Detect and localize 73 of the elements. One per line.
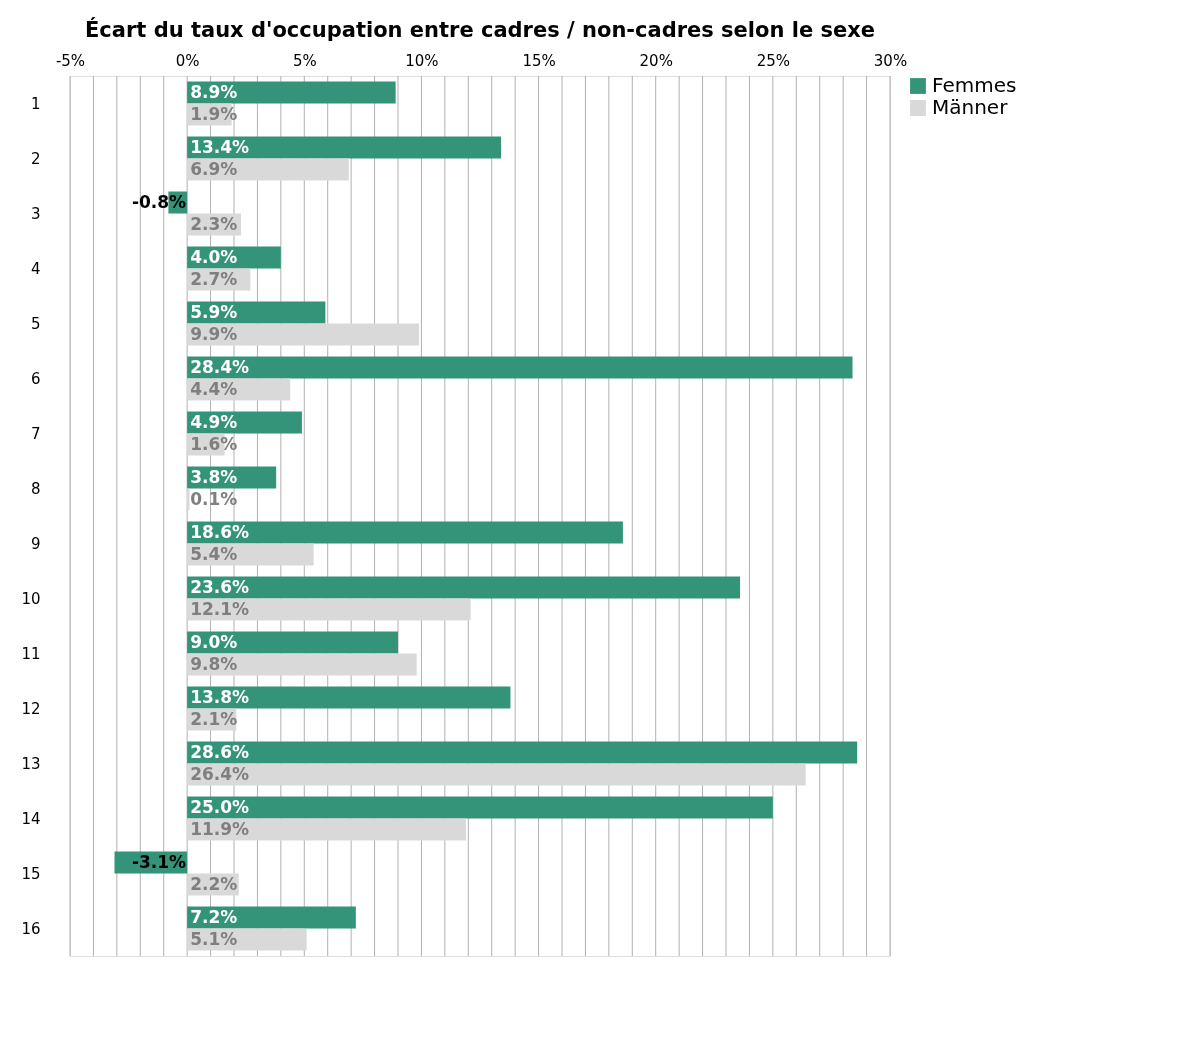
- data-label: 4.9%: [190, 411, 238, 432]
- data-label: 26.4%: [190, 763, 250, 784]
- data-label: 13.4%: [190, 136, 250, 157]
- data-label: 9.9%: [190, 323, 238, 344]
- data-label: 25.0%: [190, 796, 250, 817]
- data-label: 28.6%: [190, 741, 250, 762]
- data-label: 8.9%: [190, 81, 238, 102]
- bar: [187, 356, 853, 379]
- bar: [187, 631, 398, 654]
- data-label: -3.1%: [131, 851, 187, 872]
- data-label: 5.9%: [190, 301, 238, 322]
- x-tick-label: 0%: [175, 51, 200, 70]
- data-label: 6.9%: [190, 158, 238, 179]
- x-tick-label: 15%: [522, 51, 556, 70]
- y-tick-label: 9: [30, 534, 41, 553]
- y-tick-label: 12: [21, 699, 41, 718]
- y-tick-label: 5: [30, 314, 41, 333]
- y-tick-label: 3: [30, 204, 41, 223]
- bar: [187, 136, 502, 159]
- data-label: 28.4%: [190, 356, 250, 377]
- bar: [187, 818, 466, 841]
- x-tick-label: 10%: [405, 51, 439, 70]
- data-label: 1.6%: [190, 433, 238, 454]
- bar: [187, 598, 471, 621]
- data-label: 9.0%: [190, 631, 238, 652]
- bar: [187, 906, 356, 929]
- legend-label: Männer: [932, 95, 1009, 119]
- data-label: 13.8%: [190, 686, 250, 707]
- data-label: 4.4%: [190, 378, 238, 399]
- bar: [187, 796, 773, 819]
- data-label: 2.1%: [190, 708, 238, 729]
- bar: [187, 653, 417, 676]
- bar: [187, 576, 741, 599]
- data-label: 11.9%: [190, 818, 250, 839]
- x-tick-label: 20%: [639, 51, 673, 70]
- data-label: 2.2%: [190, 873, 238, 894]
- data-label: 9.8%: [190, 653, 238, 674]
- data-label: 5.1%: [190, 928, 238, 949]
- data-label: 18.6%: [190, 521, 250, 542]
- bar: [187, 763, 806, 786]
- y-tick-label: 6: [30, 369, 41, 388]
- data-label: 1.9%: [190, 103, 238, 124]
- y-tick-label: 11: [21, 644, 41, 663]
- data-label: 2.3%: [190, 213, 238, 234]
- x-tick-label: 5%: [292, 51, 317, 70]
- y-tick-label: 7: [30, 424, 41, 443]
- bar: [187, 158, 349, 181]
- y-tick-label: 16: [21, 919, 41, 938]
- bar: [187, 323, 420, 346]
- x-tick-label: 25%: [756, 51, 791, 70]
- bar: [187, 741, 858, 764]
- data-label: 12.1%: [190, 598, 250, 619]
- data-label: 2.7%: [190, 268, 238, 289]
- data-label: 5.4%: [190, 543, 238, 564]
- y-tick-label: 14: [21, 809, 41, 828]
- bar: [187, 81, 396, 104]
- y-tick-label: 15: [21, 864, 41, 883]
- data-label: 3.8%: [190, 466, 238, 487]
- y-tick-label: 4: [30, 259, 41, 278]
- data-label: 7.2%: [190, 906, 238, 927]
- y-tick-label: 2: [30, 149, 41, 168]
- y-tick-label: 8: [30, 479, 41, 498]
- data-label: 4.0%: [190, 246, 238, 267]
- y-tick-label: 13: [21, 754, 41, 773]
- data-label: 23.6%: [190, 576, 250, 597]
- bar: [187, 521, 623, 544]
- y-tick-label: 10: [21, 589, 41, 608]
- legend-label: Femmes: [932, 73, 1017, 97]
- y-tick-label: 1: [30, 94, 41, 113]
- bar: [187, 686, 511, 709]
- x-tick-label: -5%: [55, 51, 86, 70]
- x-tick-label: 30%: [873, 51, 908, 70]
- chart-title: Écart du taux d'occupation entre cadres / non-cadres selon le sexe: [84, 17, 876, 42]
